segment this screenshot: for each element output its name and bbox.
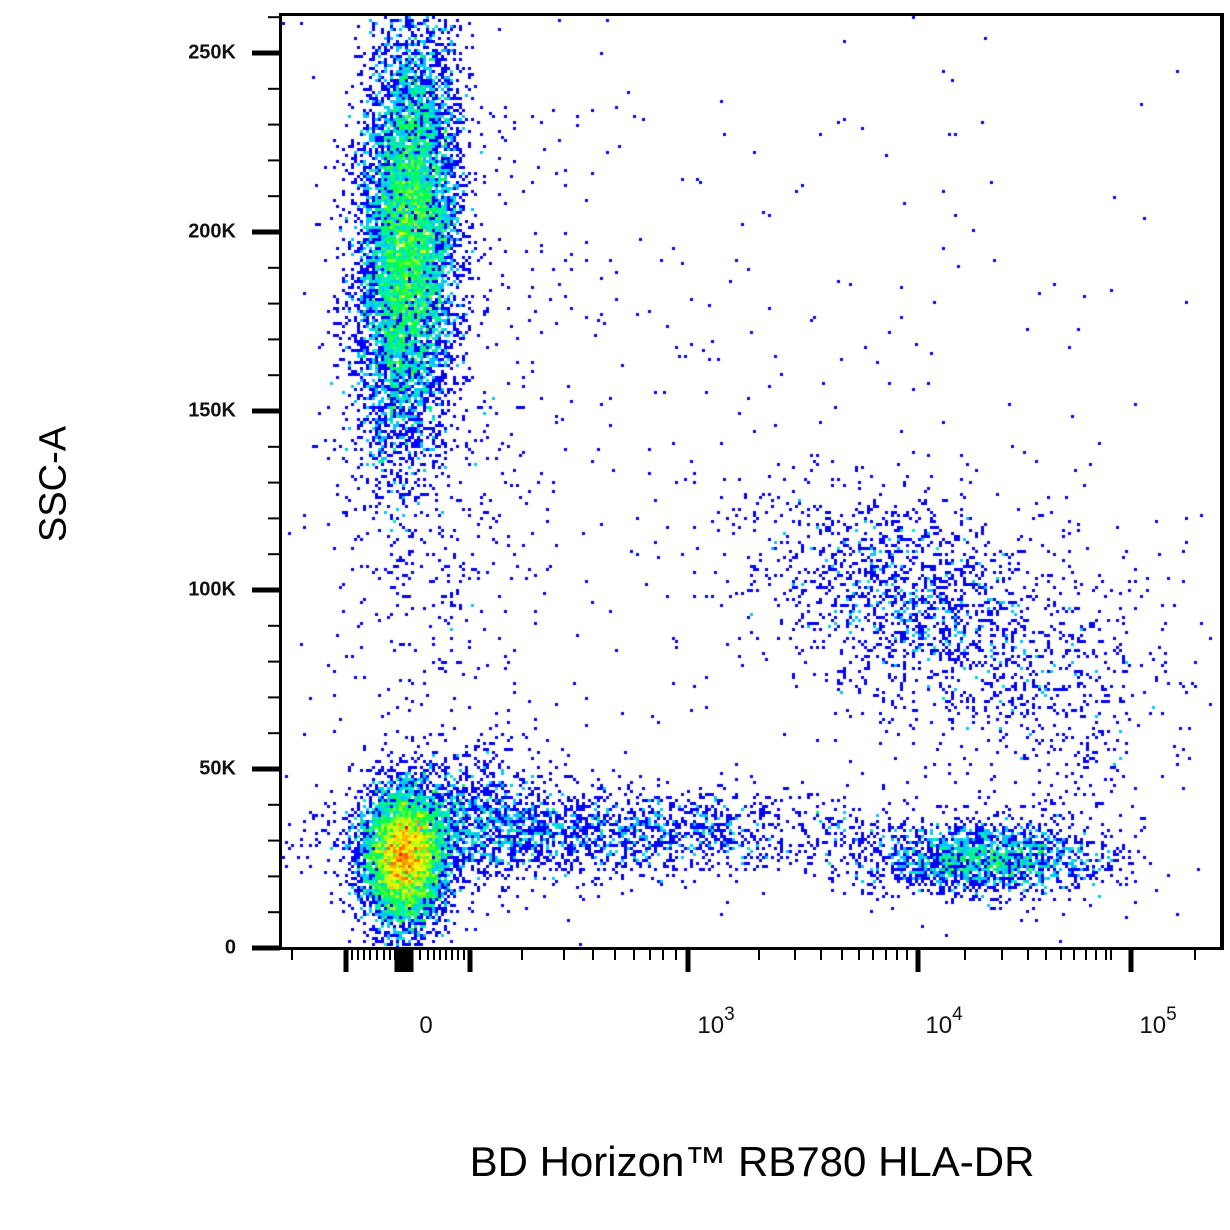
x-tick-label: 103 <box>697 1004 734 1040</box>
x-tick-exponent: 5 <box>1166 1004 1177 1025</box>
y-tick-label: 250K <box>188 41 236 64</box>
x-tick-label: 104 <box>925 1004 962 1040</box>
y-tick-label: 100K <box>188 578 236 601</box>
y-axis-title: SSC-A <box>32 425 75 543</box>
y-tick-label: 50K <box>199 757 236 780</box>
y-tick-label: 200K <box>188 220 236 243</box>
density-scatter-plot <box>282 16 1221 947</box>
x-tick-label: 105 <box>1139 1004 1176 1040</box>
x-tick-base: 10 <box>925 1012 953 1039</box>
y-tick-label: 0 <box>224 936 236 959</box>
y-tick-label: 150K <box>188 399 236 422</box>
x-tick-base: 10 <box>697 1012 725 1039</box>
x-tick-label: 0 <box>419 1012 432 1040</box>
x-tick-base: 0 <box>419 1012 433 1039</box>
x-tick-exponent: 3 <box>724 1004 735 1025</box>
plot-frame <box>279 13 1224 950</box>
x-axis-title: BD Horizon™ RB780 HLA-DR <box>469 1138 1035 1185</box>
x-tick-base: 10 <box>1139 1012 1167 1039</box>
x-tick-exponent: 4 <box>952 1004 963 1025</box>
